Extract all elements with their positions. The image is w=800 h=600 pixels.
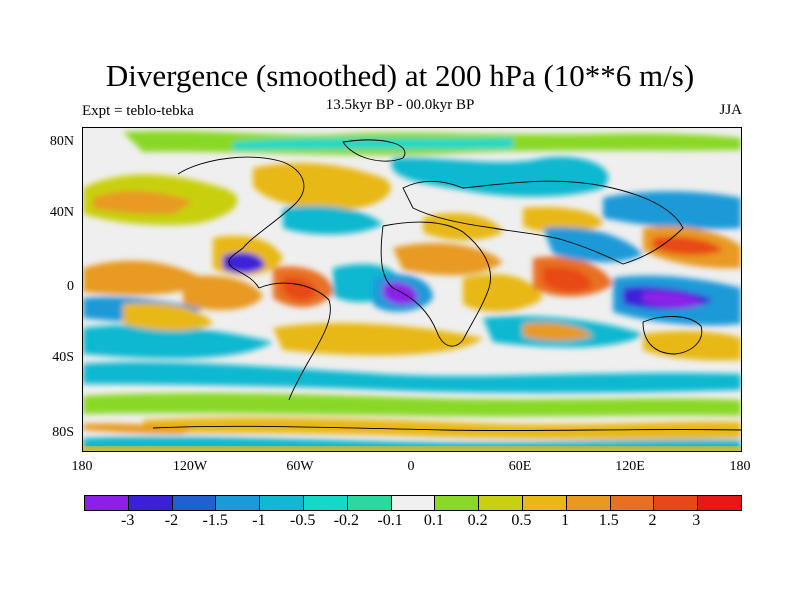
colorbar-label: 3 (692, 512, 701, 529)
colorbar-label: 1.5 (598, 512, 619, 529)
colorbar-label: 2 (648, 512, 657, 529)
lat-label-80n: 80N (49, 134, 74, 149)
colorbar-swatch (128, 496, 173, 510)
colorbar-label: -0.5 (289, 512, 316, 529)
lon-label-180e: 180 (729, 459, 751, 474)
colorbar-label: -1 (252, 512, 266, 529)
colorbar-label: 0.5 (511, 512, 532, 529)
lon-label-120w: 120W (172, 459, 208, 474)
lon-label-0: 0 (407, 459, 415, 474)
colorbar-swatch (347, 496, 392, 510)
period-label: 13.5kyr BP - 00.0kyr BP (325, 97, 475, 113)
experiment-label: Expt = teblo-tebka (82, 103, 194, 119)
divergence-map (82, 127, 742, 452)
colorbar-swatch (85, 496, 129, 510)
colorbar-label: -3 (121, 512, 135, 529)
colorbar-swatch (260, 496, 304, 510)
colorbar-swatch (698, 496, 741, 510)
lon-label-120e: 120E (615, 459, 645, 474)
colorbar-swatch (435, 496, 480, 510)
lon-label-60e: 60E (508, 459, 532, 474)
colorbar-label: -2 (164, 512, 179, 529)
map-canvas (83, 128, 741, 451)
lat-label-eq: 0 (67, 279, 74, 294)
colorbar-swatch (610, 496, 655, 510)
lon-label-180w: 180 (71, 459, 93, 474)
colorbar-label: -1.5 (202, 512, 228, 529)
colorbar-label: 0.1 (423, 512, 444, 529)
plot-title: Divergence (smoothed) at 200 hPa (10**6 … (105, 58, 695, 93)
colorbar (84, 495, 742, 511)
colorbar-swatch (216, 496, 261, 510)
colorbar-label: -0.1 (377, 512, 403, 529)
colorbar-label: 1 (561, 512, 570, 529)
lat-label-40s: 40S (52, 350, 74, 365)
colorbar-swatch (172, 496, 217, 510)
colorbar-swatch (391, 496, 436, 510)
lon-label-60w: 60W (286, 459, 314, 474)
colorbar-swatch (479, 496, 523, 510)
divergence-field (83, 131, 741, 451)
colorbar-label: -0.2 (333, 512, 360, 529)
lat-label-40n: 40N (49, 205, 74, 220)
colorbar-label: 0.2 (467, 512, 488, 529)
colorbar-swatch (566, 496, 611, 510)
season-label: JJA (719, 102, 742, 118)
colorbar-swatch (654, 496, 699, 510)
colorbar-swatch (522, 496, 567, 510)
colorbar-swatch (303, 496, 348, 510)
coastlines (152, 139, 741, 432)
lat-label-80s: 80S (52, 425, 74, 440)
